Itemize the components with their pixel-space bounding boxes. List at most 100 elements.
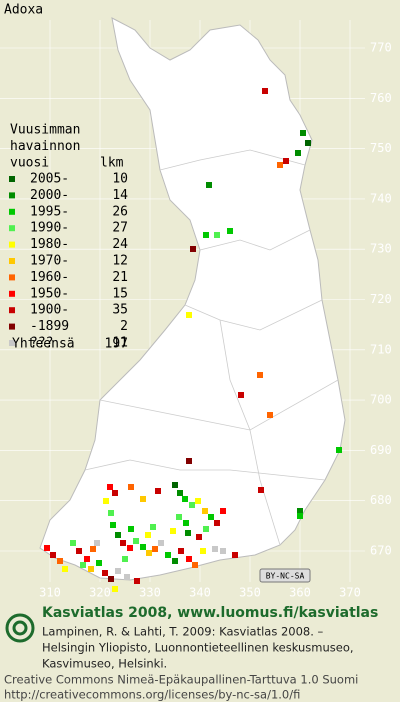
legend-label: 1900- xyxy=(30,303,69,318)
observation xyxy=(203,526,209,532)
observation xyxy=(80,562,86,568)
legend-label: 1980- xyxy=(30,237,69,252)
observation xyxy=(108,576,114,582)
citation: Lampinen, R. & Lahti, T. 2009: Kasviatla… xyxy=(42,625,324,639)
legend-count: 12 xyxy=(112,254,128,269)
grid-x-label: 360 xyxy=(289,586,311,600)
legend-count: 35 xyxy=(112,303,128,318)
legend-swatch xyxy=(9,323,15,330)
legend-label: 1970- xyxy=(30,254,69,269)
observation xyxy=(140,496,146,502)
observation xyxy=(145,532,151,538)
license-badge: BY-NC-SA xyxy=(259,568,311,583)
observation xyxy=(134,578,140,584)
observation xyxy=(212,546,218,552)
legend-heading: havainnon xyxy=(10,139,80,154)
citation: Kasvimuseo, Helsinki. xyxy=(42,657,167,671)
grid-x-label: 320 xyxy=(89,586,111,600)
observation xyxy=(305,140,311,146)
observation xyxy=(182,496,188,502)
grid-x-label: 340 xyxy=(189,586,211,600)
legend-swatch xyxy=(9,307,15,314)
grid-y-label: 740 xyxy=(370,191,392,205)
grid-y-label: 720 xyxy=(370,292,392,306)
observation xyxy=(202,508,208,514)
observation xyxy=(90,546,96,552)
legend-label: 2000- xyxy=(30,188,69,203)
observation xyxy=(258,487,264,493)
license: Creative Commons Nimeä-Epäkaupallinen-Ta… xyxy=(4,673,358,687)
legend-count: 2 xyxy=(120,319,128,334)
map-title: Adoxa xyxy=(4,3,43,18)
observation xyxy=(206,182,212,188)
grid-x-label: 350 xyxy=(239,586,261,600)
observation xyxy=(127,545,133,551)
legend-count: 24 xyxy=(112,237,128,252)
observation xyxy=(122,556,128,562)
legend-swatch xyxy=(9,290,15,297)
legend-swatch xyxy=(9,176,15,182)
legend-swatch xyxy=(9,192,15,199)
observation xyxy=(178,548,184,554)
grid-x-label: 330 xyxy=(139,586,161,600)
grid-y-label: 710 xyxy=(370,342,392,356)
observation xyxy=(220,548,226,554)
legend-count: 15 xyxy=(112,286,128,301)
observation xyxy=(57,558,63,564)
observation xyxy=(112,490,118,496)
legend-label: ??? xyxy=(30,336,53,351)
observation xyxy=(220,508,226,514)
observation xyxy=(190,246,196,252)
observation xyxy=(232,552,238,558)
observation xyxy=(158,540,164,546)
grid-y-label: 670 xyxy=(370,544,392,558)
legend-total-label: Yhteensä xyxy=(12,337,75,352)
legend-count: 26 xyxy=(112,204,128,219)
observation xyxy=(107,484,113,490)
legend-heading: Vuusimman xyxy=(10,123,80,138)
observation xyxy=(214,520,220,526)
legend-count: 14 xyxy=(112,188,128,203)
observation xyxy=(196,534,202,540)
observation xyxy=(50,552,56,558)
observation xyxy=(208,514,214,520)
observation xyxy=(133,538,139,544)
legend-label: 2005- xyxy=(30,172,69,187)
observation xyxy=(267,412,273,418)
observation xyxy=(186,312,192,318)
observation xyxy=(44,545,50,551)
logo xyxy=(5,613,35,643)
legend-label: 1960- xyxy=(30,270,69,285)
grid-y-label: 750 xyxy=(370,141,392,155)
observation xyxy=(150,524,156,530)
grid-y-label: 690 xyxy=(370,443,392,457)
citation: Helsingin Yliopisto, Luonnontieteellinen… xyxy=(42,641,354,655)
legend-count-heading: lkm xyxy=(100,156,124,171)
finland-outline xyxy=(39,17,346,581)
observation xyxy=(283,158,289,164)
license: http://creativecommons.org/licenses/by-n… xyxy=(4,688,300,702)
observation xyxy=(76,548,82,554)
legend-count: 21 xyxy=(112,270,128,285)
observation xyxy=(128,526,134,532)
observation xyxy=(176,514,182,520)
observation xyxy=(189,502,195,508)
legend-label: -1899 xyxy=(30,319,69,334)
legend-count: 11 xyxy=(112,336,128,351)
observation xyxy=(110,522,116,528)
legend-count: 10 xyxy=(112,172,128,187)
legend-swatch xyxy=(9,225,15,232)
observation xyxy=(300,130,306,136)
observation xyxy=(172,558,178,564)
observation xyxy=(128,484,134,490)
observation xyxy=(115,568,121,574)
observation xyxy=(186,556,192,562)
observation xyxy=(103,498,109,504)
legend-label: 1950- xyxy=(30,286,69,301)
grid-y-label: 680 xyxy=(370,493,392,507)
observation xyxy=(108,510,114,516)
legend-heading: vuosi xyxy=(10,156,49,171)
grid-y-label: 770 xyxy=(370,41,392,55)
